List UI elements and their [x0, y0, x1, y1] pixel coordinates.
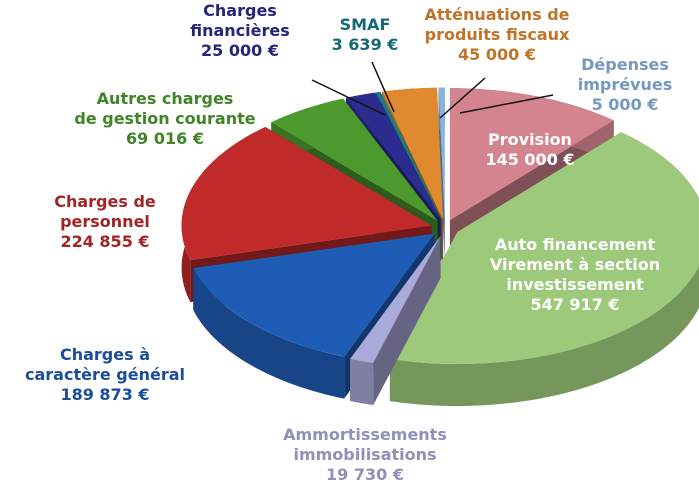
label-line: Charges de: [54, 192, 156, 211]
label-line: immobilisations: [293, 445, 436, 464]
label-line: Atténuations de: [424, 5, 569, 24]
slice-side: [389, 132, 699, 406]
label-line: Dépenses: [581, 55, 669, 74]
leader-line: [371, 61, 395, 113]
slice: [382, 87, 444, 220]
data-label: Provision: [488, 130, 572, 149]
data-label: SMAF: [340, 15, 391, 34]
slice: [181, 127, 432, 261]
value-label: 69 016 €: [126, 129, 204, 148]
label-line: produits fiscaux: [425, 25, 570, 44]
slice: [271, 98, 438, 221]
value-label: 547 917 €: [530, 295, 619, 314]
slice: [350, 235, 441, 364]
label-line: SMAF: [340, 15, 391, 34]
label-line: Provision: [488, 130, 572, 149]
label-line: personnel: [60, 212, 150, 231]
slice: [376, 91, 442, 220]
slice: [438, 87, 445, 220]
value-label: 5 000 €: [592, 95, 659, 114]
value-label: 25 000 €: [201, 41, 279, 60]
slice-side: [193, 268, 345, 399]
leader-line: [439, 77, 486, 119]
data-label: Ammortissements immobilisations: [283, 425, 447, 464]
slice: [438, 87, 445, 262]
value-label: 45 000 €: [458, 45, 536, 64]
slice: [389, 132, 699, 406]
value-label: 224 855 €: [60, 232, 149, 251]
value-label: 189 873 €: [60, 385, 149, 404]
slice: [346, 92, 441, 221]
data-label: Autres charges de gestion courante: [74, 89, 255, 128]
label-line: Autres charges: [97, 89, 234, 108]
value-label: 3 639 €: [332, 35, 399, 54]
data-label: Dépenses imprévues: [578, 55, 673, 94]
data-label: Charges à caractère général: [25, 345, 185, 384]
data-label: Auto financement Virement à section invest…: [490, 235, 660, 294]
data-label: Charges financières: [190, 1, 290, 40]
leader-line: [311, 79, 386, 116]
label-line: financières: [190, 21, 290, 40]
slice-wall: [438, 87, 445, 262]
slice: [449, 88, 614, 221]
value-label: 145 000 €: [485, 150, 574, 169]
label-line: Ammortissements: [283, 425, 447, 444]
slice: [389, 132, 699, 364]
label-line: Charges à: [60, 345, 150, 364]
label-line: Charges: [203, 1, 277, 20]
leader-line: [459, 94, 554, 114]
pie: [181, 87, 699, 406]
slice: [350, 235, 441, 406]
data-label: Charges de personnel: [54, 192, 156, 231]
slice: [193, 233, 435, 357]
label-line: caractère général: [25, 365, 185, 384]
slice-side: [350, 359, 374, 406]
label-line: Auto financement: [495, 235, 656, 254]
label-line: de gestion courante: [74, 109, 255, 128]
data-label: Atténuations de produits fiscaux: [424, 5, 570, 44]
leader-lines: [311, 61, 554, 119]
label-line: investissement: [506, 275, 644, 294]
value-label: 19 730 €: [326, 465, 404, 484]
label-line: imprévues: [578, 75, 673, 94]
label-line: Virement à section: [490, 255, 660, 274]
